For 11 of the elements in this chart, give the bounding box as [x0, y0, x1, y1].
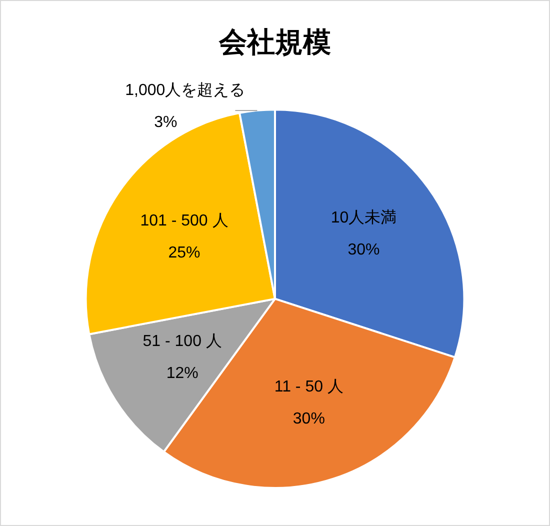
data-label: 12%: [166, 365, 198, 382]
data-label: 3%: [154, 114, 178, 131]
slice-label: 1,000人を超える: [125, 82, 246, 99]
slice-label: 10人未満: [330, 208, 397, 227]
data-label: 30%: [292, 410, 325, 428]
slice-label: 11 - 50 人: [274, 378, 344, 396]
data-label: 25%: [168, 244, 200, 262]
data-label: 30%: [348, 242, 380, 259]
slice-label: 51 - 100 人: [142, 333, 222, 350]
slice-label: 101 - 500 人: [140, 212, 228, 230]
chart-title: 会社規模: [218, 26, 331, 58]
